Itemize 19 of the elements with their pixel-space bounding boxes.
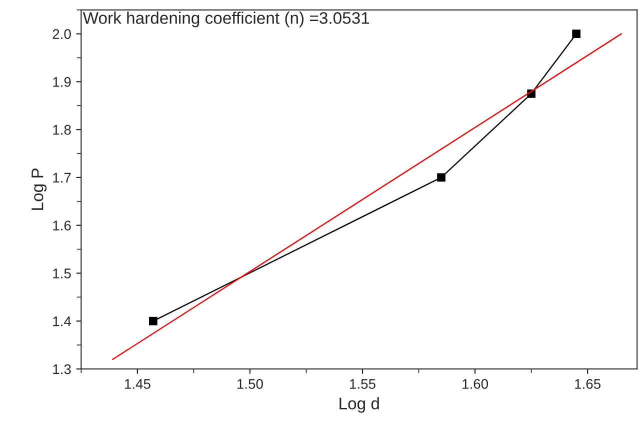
x-tick-label: 1.65	[575, 379, 600, 389]
x-tick-label: 1.60	[462, 379, 488, 389]
point	[149, 316, 158, 326]
point	[437, 173, 446, 182]
x-tick-label: 1.45	[124, 379, 150, 389]
y-tick-label: 1.9	[53, 77, 71, 87]
x-tick-label: 1.50	[238, 379, 263, 389]
y-tick-label: 1.3	[53, 364, 71, 374]
x-tick-label: 1.55	[350, 379, 376, 389]
y-tick-label: 1.6	[53, 220, 71, 230]
y-tick-label: 1.8	[53, 124, 71, 135]
y-axis-title: Log P	[32, 168, 47, 210]
y-tick-label: 1.5	[53, 268, 71, 278]
annotation: Work hardening coefficient (n) =3.0531	[82, 12, 370, 28]
y-tick-label: 1.7	[53, 172, 71, 182]
y-tick-label: 1.4	[53, 316, 72, 326]
y-tick-label: 2.0	[52, 29, 71, 39]
x-axis-title: Log d	[340, 397, 379, 413]
point	[572, 30, 580, 38]
